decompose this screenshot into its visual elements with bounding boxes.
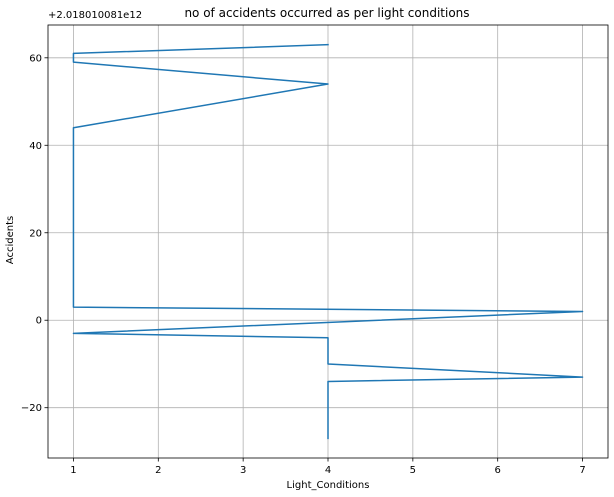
y-tick-label: 40 (29, 141, 42, 152)
x-axis-label: Light_Conditions (287, 480, 370, 491)
y-axis-offset-label: +2.018010081e12 (48, 10, 142, 21)
y-tick-label: 20 (29, 228, 42, 239)
y-tick-label: −20 (21, 403, 42, 414)
tick-layer: 1 2 3 4 5 6 7 −20 0 20 40 60 (21, 53, 586, 476)
x-tick-label: 1 (70, 465, 76, 476)
x-tick-label: 7 (579, 465, 585, 476)
chart-title: no of accidents occurred as per light co… (184, 6, 469, 20)
x-tick-label: 5 (410, 465, 416, 476)
x-tick-label: 2 (155, 465, 161, 476)
x-tick-label: 3 (240, 465, 246, 476)
grid (48, 25, 608, 458)
x-tick-label: 6 (495, 465, 501, 476)
y-tick-label: 60 (29, 53, 42, 64)
y-axis-label: Accidents (5, 216, 16, 264)
y-tick-label: 0 (36, 316, 42, 327)
series-line-1 (72, 43, 584, 440)
x-tick-label: 4 (325, 465, 331, 476)
series-layer (72, 43, 584, 440)
